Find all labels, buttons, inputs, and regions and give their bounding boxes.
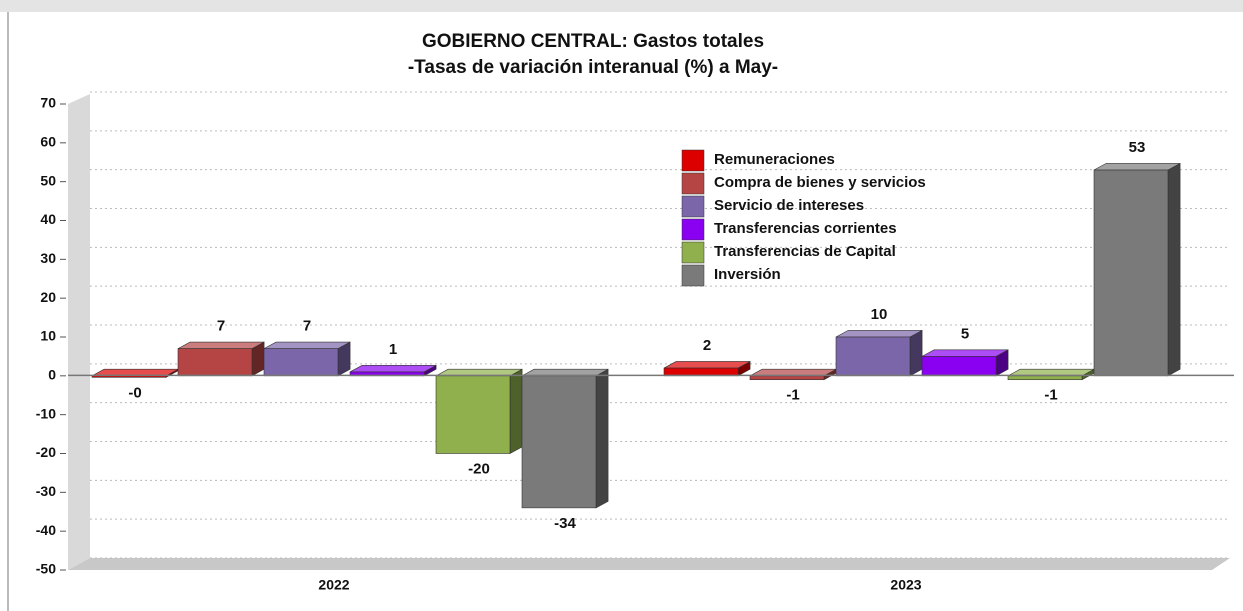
bar [749,375,825,381]
legend-swatch [681,195,705,218]
bar [1007,375,1083,381]
value-label: -0 [128,384,141,401]
legend-swatch [681,172,705,195]
value-label: 7 [303,318,311,335]
y-tick-label: 50 [40,172,56,188]
bar-top [835,330,923,338]
bar-side [595,368,609,509]
value-label: 10 [871,306,888,323]
bar-top [349,365,437,373]
y-tick-label: 60 [40,134,56,150]
bar [921,356,997,377]
y-tick-label: 40 [40,211,56,227]
value-label: 7 [217,318,225,335]
legend-label: Servicio de intereses [714,197,864,214]
value-label: 5 [961,325,969,342]
legend-swatch [681,264,705,287]
bar-3d [263,341,351,377]
y-tick-label: 20 [40,289,56,305]
bar-3d [1007,368,1095,381]
bar-3d [921,349,1009,377]
bar-side [1167,162,1181,377]
bar-top [1093,163,1181,171]
bar-side [509,368,523,455]
value-label: -20 [468,460,490,477]
bar-3d [663,360,751,377]
bar-top [263,341,351,349]
y-tick-label: -30 [36,483,56,499]
bar-3d [1093,162,1181,377]
bar-3d [521,368,609,509]
value-label: 1 [389,341,397,358]
y-tick-label: 30 [40,250,56,266]
bar [1093,169,1169,377]
y-tick-label: -40 [36,522,56,538]
chart-subtitle: -Tasas de variación interanual (%) a May… [408,57,778,78]
bar-3d [177,341,265,377]
legend-swatch [681,218,705,241]
floor [68,558,1230,570]
bar-top [663,361,751,369]
legend-label: Compra de bienes y servicios [714,174,926,191]
top-frame [0,0,1243,12]
bar [435,375,511,454]
legend-label: Remuneraciones [714,151,835,168]
legend-swatch [681,149,705,172]
bar-3d [349,364,437,377]
bar-side [909,329,923,377]
bar [177,348,253,377]
bar-3d [749,368,837,381]
legend-label: Transferencias corrientes [714,220,897,237]
bar-3d [435,368,523,455]
left-wall [68,94,90,570]
y-tick-label: 10 [40,328,56,344]
y-tick-label: -50 [36,561,56,577]
y-tick-label: 0 [48,367,56,383]
value-label: -34 [554,515,576,532]
bar [521,375,597,509]
bar-top [177,341,265,349]
legend-swatch [681,241,705,264]
value-label: -1 [1044,387,1057,404]
value-label: -1 [786,387,799,404]
bar-3d [91,368,179,378]
bar-top [921,349,1009,357]
y-tick-label: -20 [36,444,56,460]
legend-label: Inversión [714,266,781,283]
bar-3d [835,329,923,377]
y-tick-label: 70 [40,95,56,111]
bar [263,348,339,377]
value-label: 53 [1129,139,1146,156]
chart-title: GOBIERNO CENTRAL: Gastos totales [422,31,764,52]
bar [835,336,911,377]
legend-label: Transferencias de Capital [714,243,896,260]
x-tick-label: 2022 [318,577,349,593]
value-label: 2 [703,337,711,354]
y-tick-label: -10 [36,405,56,421]
x-tick-label: 2023 [890,577,921,593]
